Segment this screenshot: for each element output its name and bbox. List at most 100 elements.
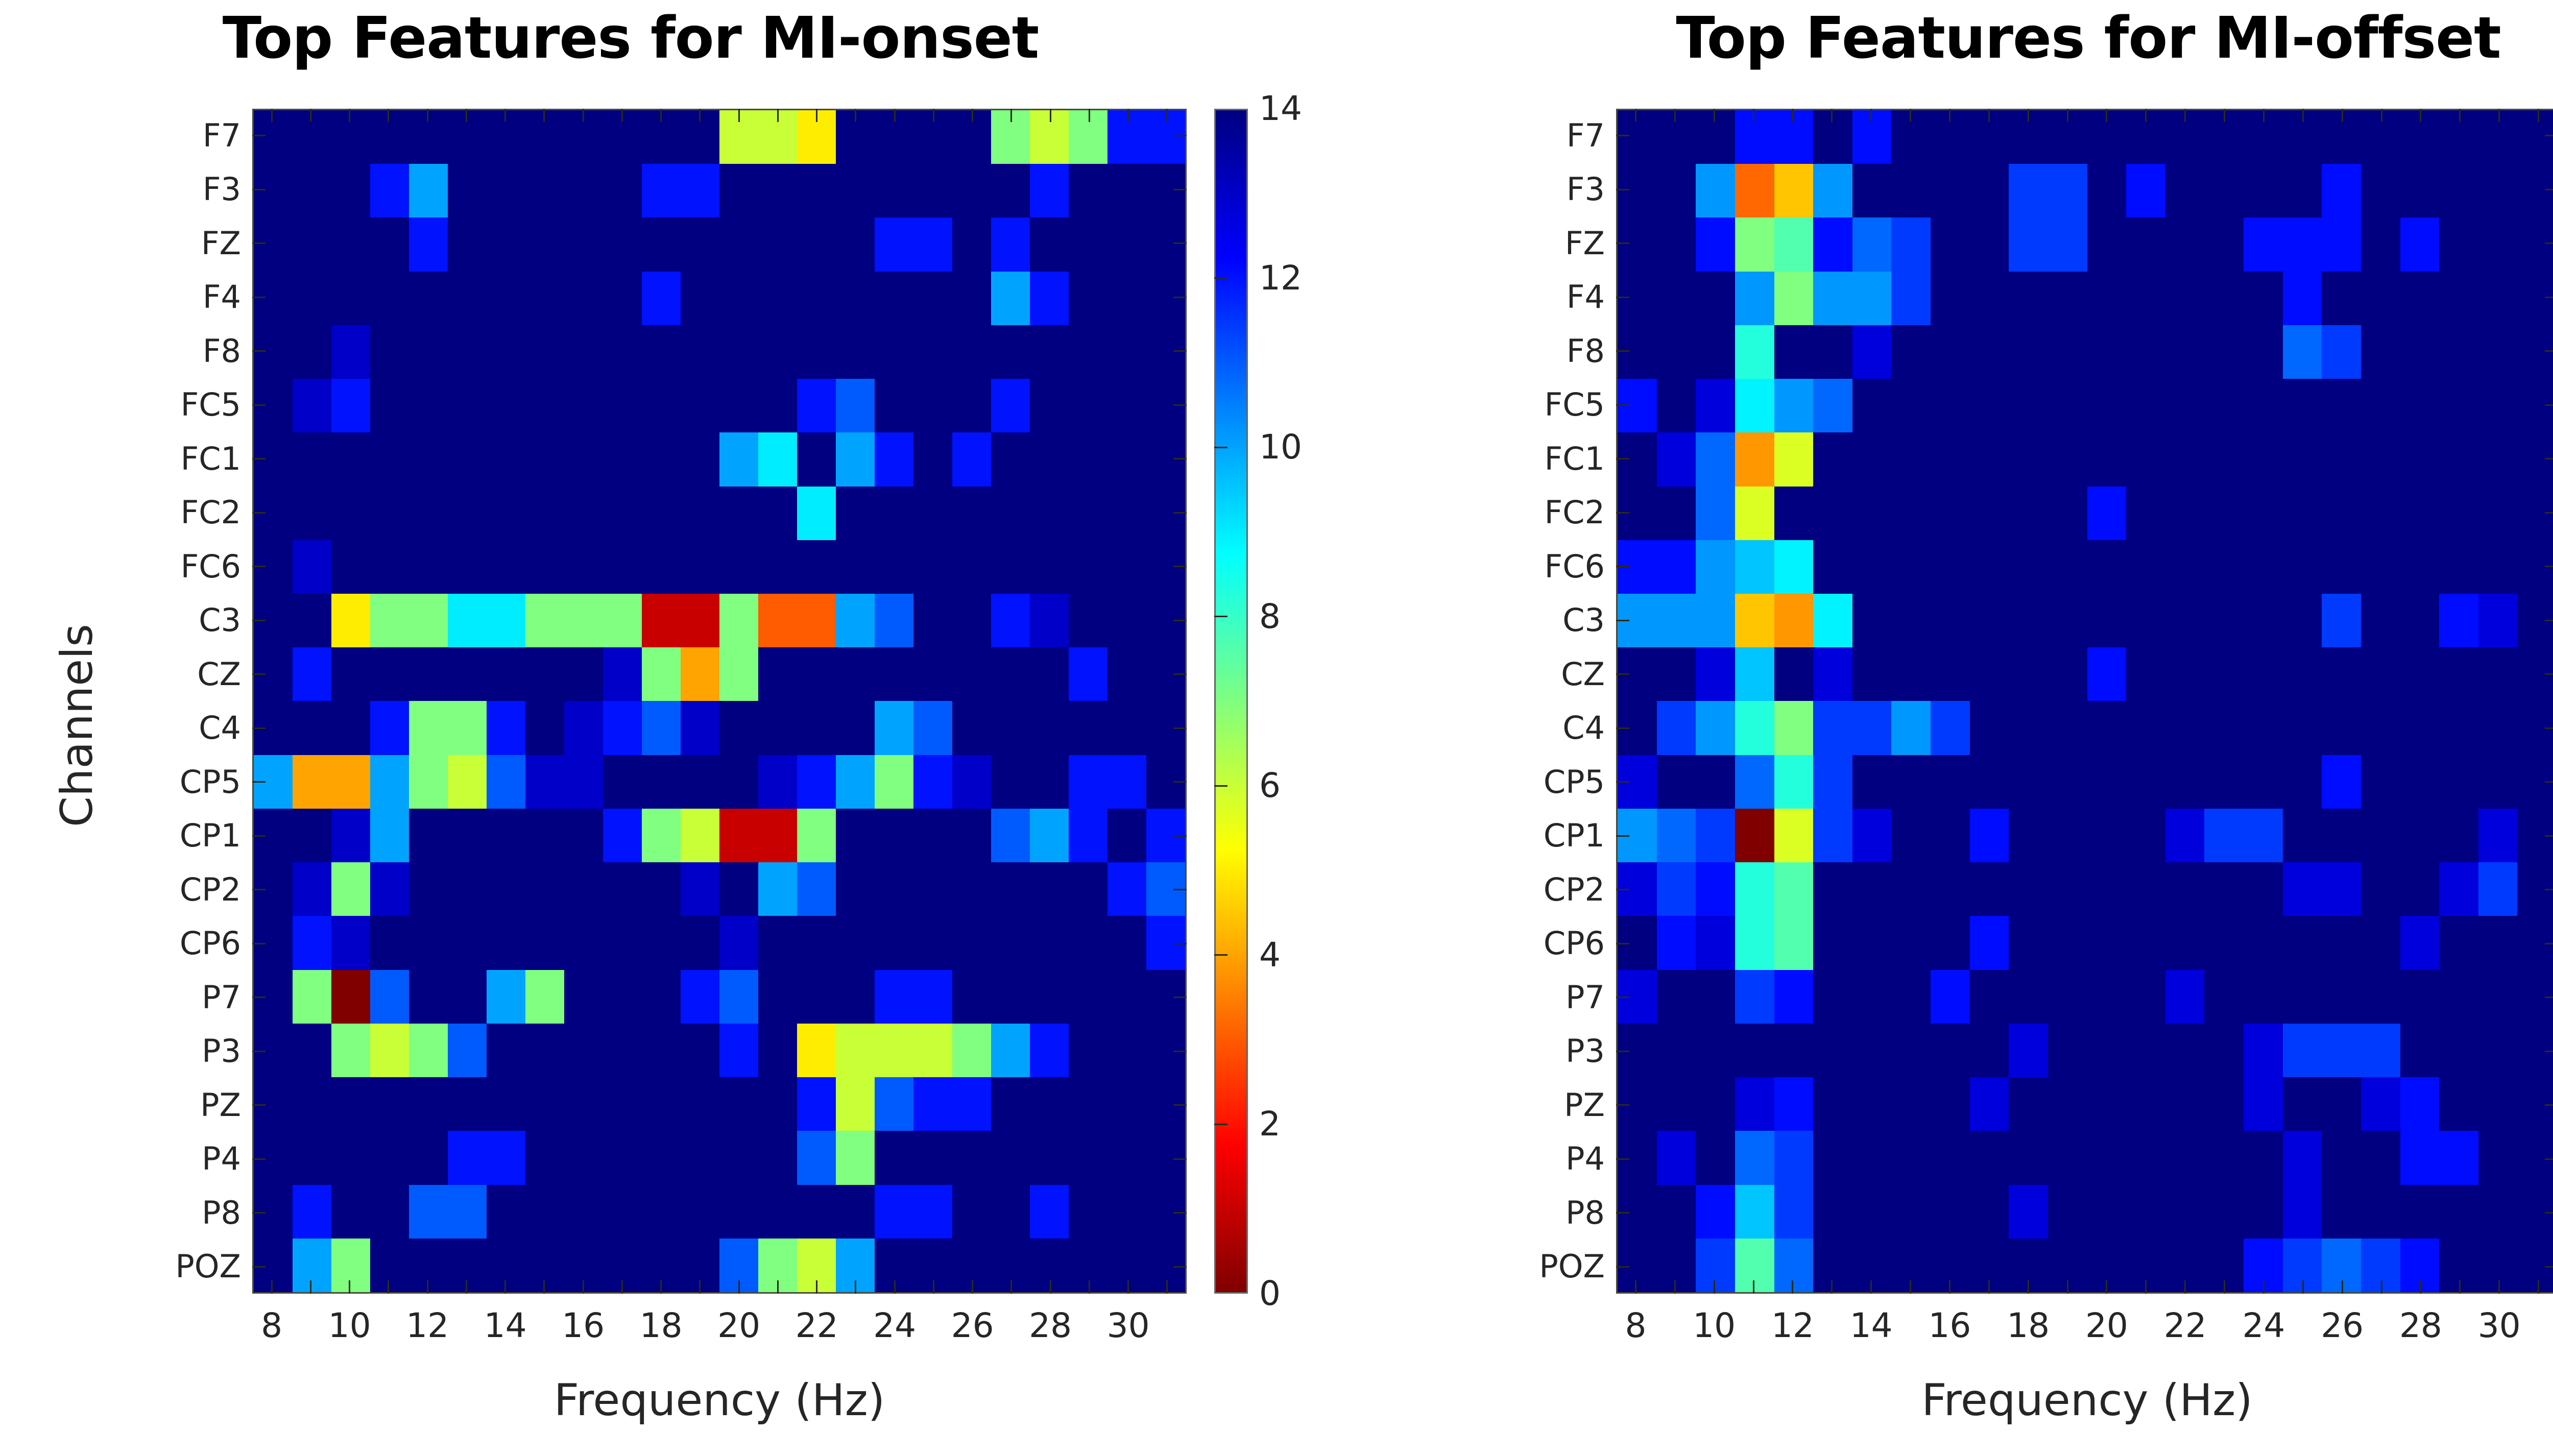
heatmap-cell [2282,486,2322,540]
heatmap-cell [1969,916,2009,970]
heatmap-cell [797,1077,836,1131]
colorbar-tick-label: 14 [1259,89,1302,128]
heatmap-cell [1107,164,1146,218]
y-tick-mark-right [2545,458,2553,460]
heatmap-cell [1618,271,1657,325]
heatmap-cell [2087,755,2127,809]
heatmap-cell [1030,1077,1069,1131]
heatmap-cell [1969,325,2009,379]
y-tick-mark-right [1173,889,1187,891]
heatmap-cell [2517,271,2553,325]
heatmap-cell [1931,862,1970,916]
x-tick-mark-bottom [1910,1280,1912,1294]
heatmap-cell [603,862,642,916]
heatmap-cell [1813,217,1852,272]
heatmap-cell [1813,1077,1852,1131]
y-tick-label: CP1 [179,817,241,855]
heatmap-cell [875,217,913,272]
heatmap-cell [1107,755,1146,809]
heatmap-mi-offset [1616,109,2553,1294]
heatmap-cell [564,432,603,487]
x-tick-mark-top [777,109,779,122]
heatmap-cell [1774,1077,1814,1131]
heatmap-cell [1618,110,1657,164]
heatmap-cell [2322,217,2361,272]
x-tick-mark-bottom [1049,1280,1051,1294]
y-tick-label: F3 [1566,171,1605,208]
heatmap-cell [991,1238,1030,1292]
heatmap-cell [331,540,370,594]
heatmap-cell [1931,969,1970,1024]
heatmap-cell [681,755,719,809]
heatmap-cell [409,916,448,970]
heatmap-cell [2361,862,2400,916]
heatmap-cell [2087,1131,2127,1185]
y-tick-label: FC5 [180,386,241,424]
heatmap-cell [2126,594,2165,648]
x-tick-mark-bottom [2302,1280,2304,1294]
heatmap-cell [2439,647,2478,701]
heatmap-cell [2400,701,2440,755]
heatmap-cell [525,755,564,809]
heatmap-cell [2204,540,2244,594]
heatmap-cell [1069,110,1107,164]
heatmap-cell [836,594,875,648]
heatmap-cell [370,432,409,487]
heatmap-cell [2400,647,2440,701]
heatmap-cell [2165,647,2205,701]
heatmap-cell [331,164,370,218]
y-tick-mark-right [2545,350,2553,352]
heatmap-cell [2009,217,2048,272]
heatmap-cell [2204,862,2244,916]
heatmap-cell [875,862,913,916]
x-tick-mark-top [972,109,974,122]
heatmap-cell [254,271,293,325]
heatmap-cell [1618,1077,1657,1131]
heatmap-cell [1735,808,1774,863]
heatmap-cell [331,432,370,487]
heatmap-cell [2322,701,2361,755]
heatmap-cell [331,1238,370,1292]
heatmap-cell [2517,1184,2553,1239]
x-tick-mark-bottom [621,1280,623,1294]
heatmap-cell [331,1184,370,1239]
x-tick-mark-top [2262,109,2265,122]
y-tick-label: P8 [1565,1194,1605,1231]
heatmap-cell [1030,325,1069,379]
x-tick-mark-top [2224,109,2226,122]
heatmap-cell [1813,486,1852,540]
colorbar-tick-label: 2 [1259,1104,1281,1144]
heatmap-cell [2322,755,2361,809]
heatmap-cell [2478,1023,2518,1078]
heatmap-cell [681,486,719,540]
x-tick-label: 22 [2163,1306,2207,1345]
heatmap-cell [797,862,836,916]
heatmap-cell [409,755,448,809]
x-tick-mark-top [816,109,818,122]
heatmap-cell [1696,540,1735,594]
heatmap-cell [603,432,642,487]
heatmap-cell [913,325,952,379]
heatmap-cell [2439,432,2478,487]
heatmap-cell [836,755,875,809]
heatmap-cell [1891,916,1931,970]
heatmap-cell [1774,217,1814,272]
heatmap-cell [642,486,681,540]
heatmap-cell [875,540,913,594]
heatmap-cell [2204,969,2244,1024]
x-tick-mark-bottom [309,1280,311,1294]
heatmap-cell [1813,808,1852,863]
heatmap-cell [409,540,448,594]
heatmap-cell [2478,1238,2518,1292]
heatmap-cell [1931,916,1970,970]
heatmap-cell [525,271,564,325]
heatmap-cell [2478,862,2518,916]
heatmap-cell [681,594,719,648]
heatmap-cell [1146,110,1185,164]
heatmap-cell [409,164,448,218]
heatmap-cell [448,1184,487,1239]
heatmap-cell [2361,432,2400,487]
heatmap-cell [1969,969,2009,1024]
y-tick-label: P4 [202,1140,241,1178]
heatmap-cell [603,647,642,701]
